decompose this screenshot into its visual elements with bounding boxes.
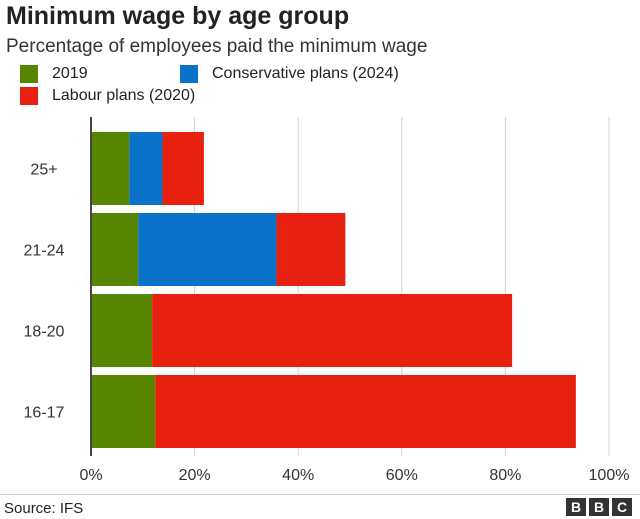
legend-item-2019: 2019 [20,65,88,83]
bar-segment-18-20-2019 [91,294,153,367]
x-tick-label: 0% [79,467,102,484]
legend-item-conservative: Conservative plans (2024) [180,65,399,83]
logo-letter: B [566,498,586,516]
logo-letter: B [589,498,609,516]
bar-segment-18-20-labour-plans-2020- [152,294,513,367]
legend-item-labour: Labour plans (2020) [20,87,195,105]
bar-segment-21-24-conservative-plans-2024- [138,213,277,286]
bar-segment-16-17-labour-plans-2020- [155,375,576,448]
bar-segment-16-17-2019 [91,375,156,448]
x-tick-label: 60% [386,467,418,484]
bar-segment-25+-conservative-plans-2024- [129,132,163,205]
legend-label: 2019 [52,65,88,82]
legend-label: Conservative plans (2024) [212,65,399,82]
bar-segment-21-24-2019 [91,213,139,286]
x-tick-label: 80% [489,467,521,484]
footer-divider [0,494,640,495]
bar-segment-25+-2019 [91,132,130,205]
bar-segment-25+-labour-plans-2020- [162,132,204,205]
y-category-label: 16-17 [24,405,65,422]
legend-label: Labour plans (2020) [52,87,196,104]
logo-letter: C [612,498,632,516]
x-tick-label: 20% [179,467,211,484]
chart-subtitle: Percentage of employees paid the minimum… [6,36,428,57]
legend-swatch [20,87,38,105]
y-category-label: 21-24 [24,243,65,260]
source-note: Source: IFS [4,500,84,517]
legend-swatch [180,65,198,83]
y-category-label: 18-20 [24,324,65,341]
x-tick-label: 100% [589,467,630,484]
bbc-logo: B B C [566,498,632,516]
bar-segment-21-24-labour-plans-2020- [276,213,346,286]
legend-swatch [20,65,38,83]
chart-title: Minimum wage by age group [6,2,350,30]
x-tick-label: 40% [282,467,314,484]
y-category-label: 25+ [30,162,57,179]
